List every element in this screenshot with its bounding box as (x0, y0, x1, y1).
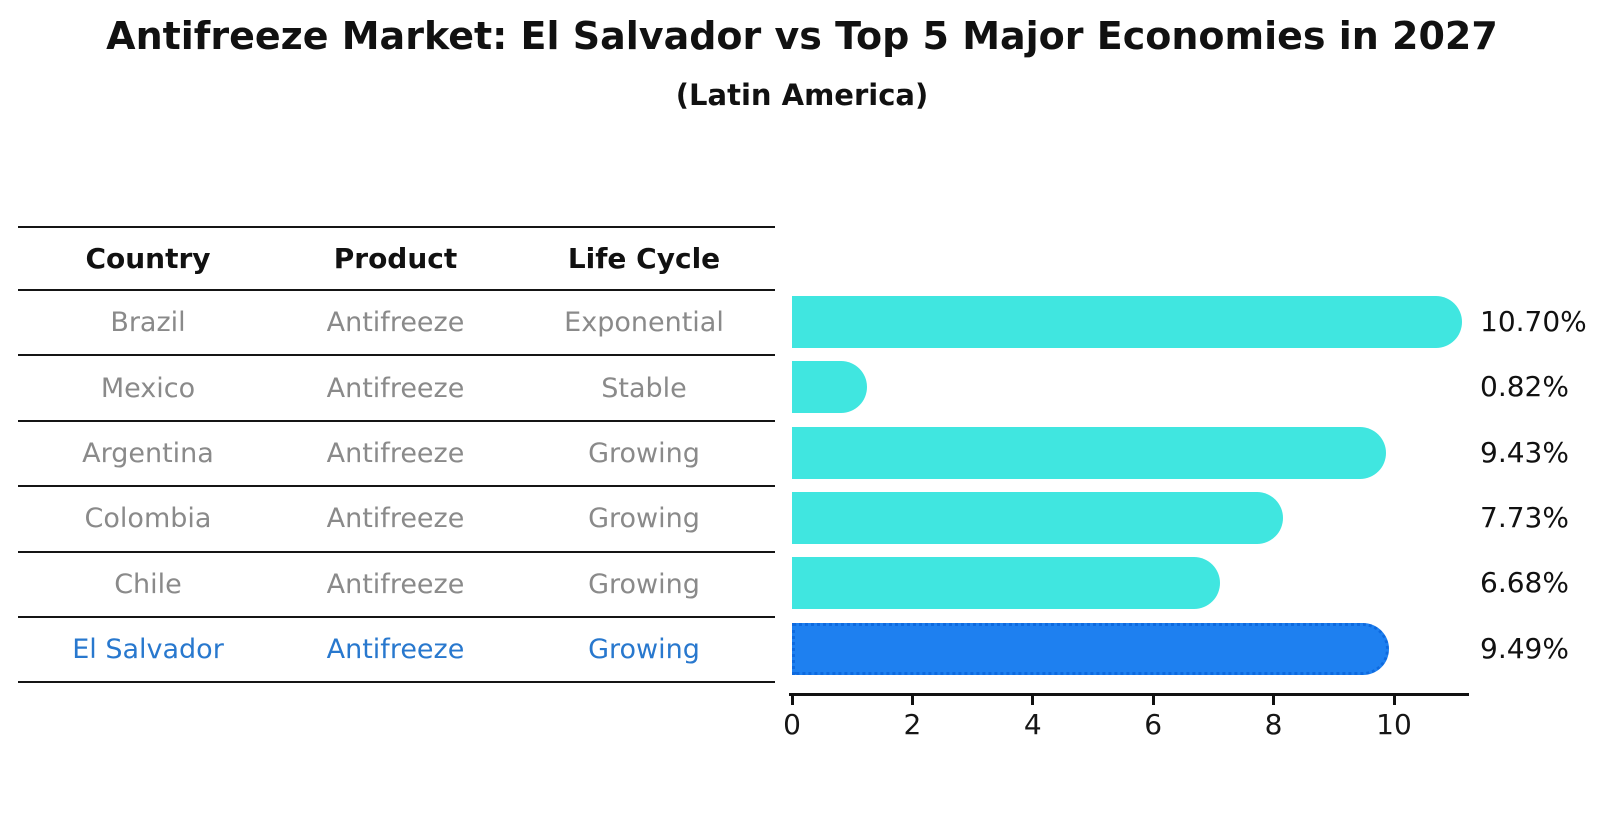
table-row-colombia: Colombia Antifreeze Growing (18, 487, 775, 553)
table-cell-product: Antifreeze (326, 437, 465, 469)
bar-mexico (792, 361, 868, 414)
table-cell-country: Brazil (110, 307, 186, 339)
table-cell-country: Mexico (100, 372, 196, 404)
table-header-row: Country Product Life Cycle (18, 226, 775, 291)
table-cell-product: Antifreeze (326, 307, 465, 339)
bar-el-salvador (792, 622, 1390, 675)
bar-chile (792, 557, 1221, 610)
bar-value-argentina: 9.43% (1480, 435, 1569, 469)
table-cell-life-cycle: Growing (588, 634, 700, 666)
x-axis-tick-label-4: 4 (1023, 708, 1042, 741)
x-axis-tick-label-2: 2 (903, 708, 922, 741)
table-cell-product: Antifreeze (326, 634, 465, 666)
x-axis-tick-label-8: 8 (1264, 708, 1283, 741)
table-cell-country: Argentina (82, 437, 214, 469)
x-axis-tick-label-6: 6 (1144, 708, 1163, 741)
bar-value-brazil: 10.70% (1480, 304, 1587, 338)
table-header-cell-product: Product (333, 242, 458, 275)
table-cell-life-cycle: Exponential (564, 307, 724, 339)
table-header-cell-country: Country (85, 242, 211, 275)
table-cell-product: Antifreeze (326, 503, 465, 535)
table-cell-life-cycle: Growing (588, 568, 700, 600)
x-axis-tick-8 (1272, 696, 1276, 705)
x-axis-tick-10 (1392, 696, 1396, 705)
x-axis-line (789, 693, 1470, 696)
table-row-brazil: Brazil Antifreeze Exponential (18, 291, 775, 357)
table-cell-life-cycle: Stable (601, 372, 687, 404)
bar-value-mexico: 0.82% (1480, 370, 1569, 404)
table-cell-product: Antifreeze (326, 568, 465, 600)
x-axis-tick-label-0: 0 (783, 708, 801, 741)
table-cell-country: Colombia (84, 503, 212, 535)
table-cell-country: El Salvador (72, 634, 224, 666)
bar-value-colombia: 7.73% (1480, 500, 1569, 534)
data-table: Country Product Life Cycle Brazil Antifreeze… (18, 226, 775, 684)
table-cell-country: Chile (114, 568, 182, 600)
bar-colombia (792, 491, 1284, 544)
table-row-argentina: Argentina Antifreeze Growing (18, 422, 775, 488)
x-axis-tick-0 (790, 696, 794, 705)
table-cell-life-cycle: Growing (588, 503, 700, 535)
bar-value-chile: 6.68% (1480, 566, 1569, 600)
x-axis-tick-label-10: 10 (1376, 708, 1412, 741)
table-row-chile: Chile Antifreeze Growing (18, 553, 775, 618)
table-cell-product: Antifreeze (326, 372, 465, 404)
x-axis-tick-2 (910, 696, 914, 705)
chart-title: Antifreeze Market: El Salvador vs Top 5 … (106, 14, 1498, 58)
table-row-mexico: Mexico Antifreeze Stable (18, 356, 775, 422)
bar-brazil (792, 295, 1463, 348)
x-axis-tick-4 (1031, 696, 1035, 705)
table-row-el-salvador: El Salvador Antifreeze Growing (18, 618, 775, 684)
table-header-cell-life-cycle: Life Cycle (567, 242, 721, 275)
bar-value-el-salvador: 9.49% (1480, 631, 1569, 665)
bar-argentina (792, 426, 1386, 479)
table-cell-life-cycle: Growing (588, 437, 700, 469)
chart-subtitle: (Latin America) (675, 78, 929, 112)
x-axis-tick-6 (1151, 696, 1155, 705)
